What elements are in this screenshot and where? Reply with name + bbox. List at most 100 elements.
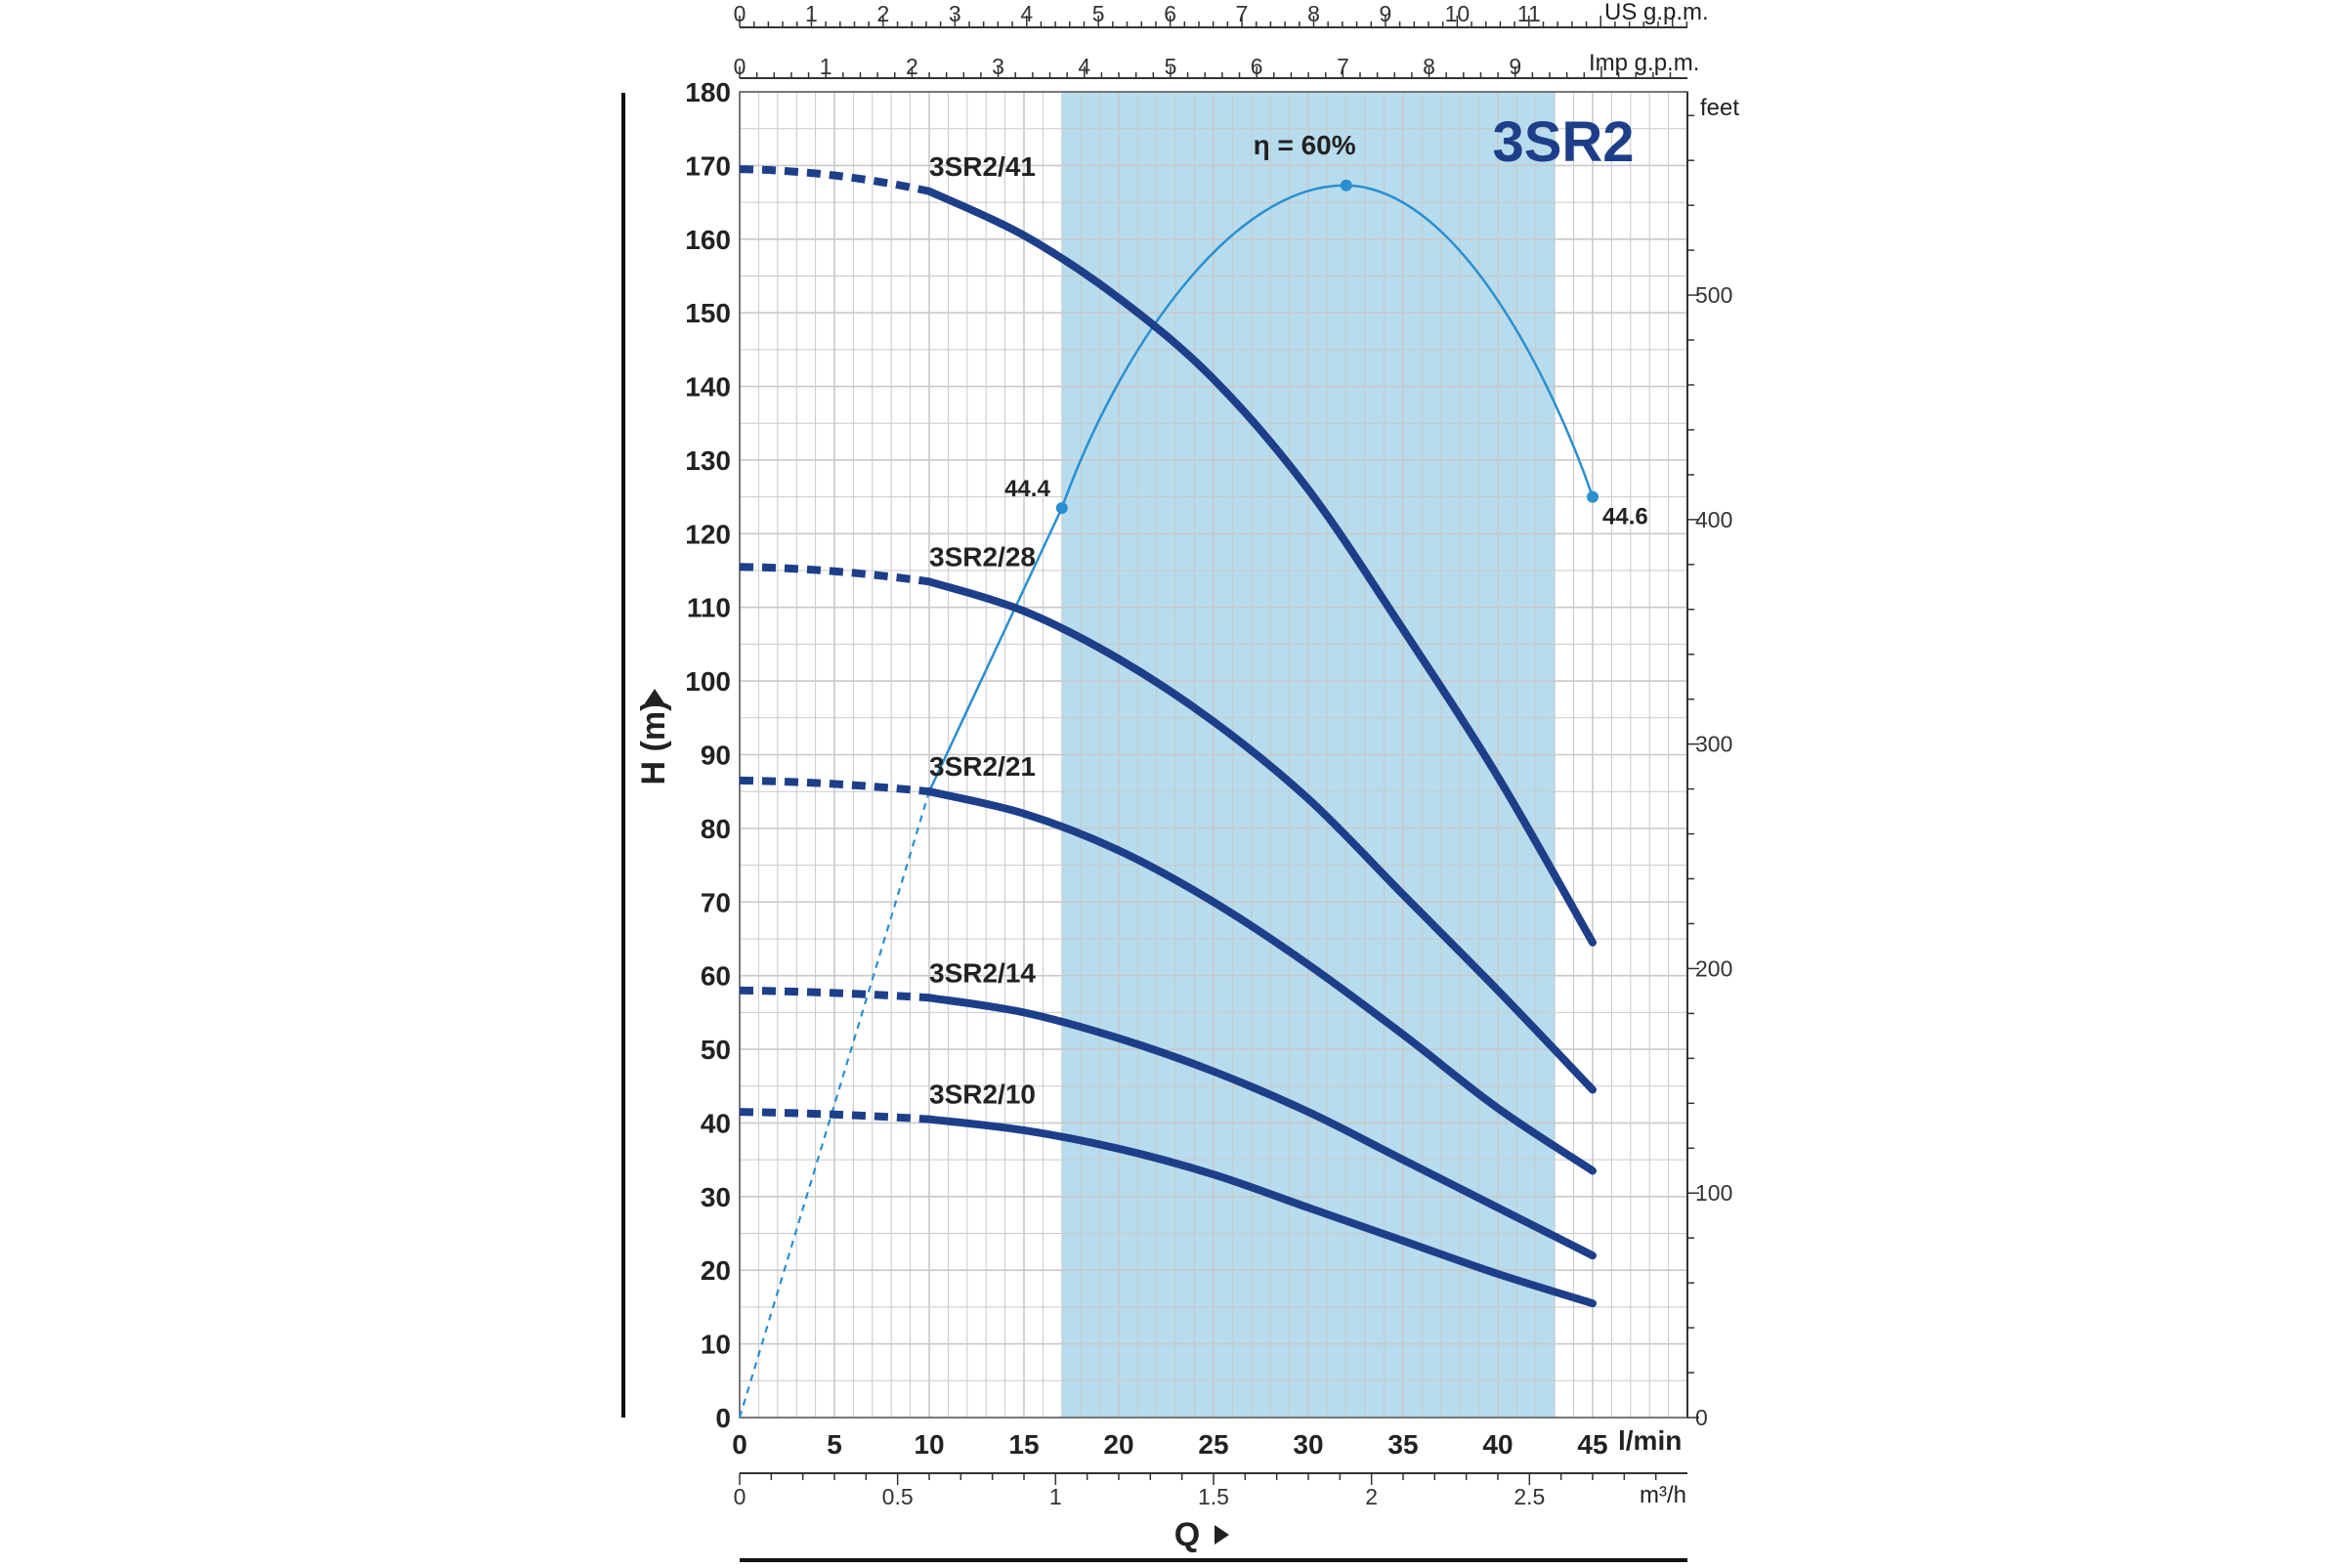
- y-tick-label: 30: [701, 1182, 731, 1212]
- imp-tick-label: 0: [734, 54, 746, 79]
- imp-tick-label: 6: [1251, 54, 1263, 79]
- series-3SR2-28: 3SR2/28: [739, 541, 1597, 1094]
- y-tick-label: 40: [701, 1108, 731, 1138]
- x-tick-label: 35: [1387, 1429, 1418, 1460]
- series-3SR2-14: 3SR2/14: [739, 957, 1597, 1260]
- m3h-tick-label: 1: [1049, 1484, 1062, 1509]
- chart-title: 3SR2: [1492, 110, 1634, 174]
- pump-curve-label: 3SR2/14: [929, 957, 1036, 988]
- us-tick-label: 10: [1445, 1, 1471, 26]
- pump-curve-dashed: [739, 563, 930, 586]
- x-axis-arrow-icon: [1215, 1525, 1229, 1545]
- x-tick-label: 45: [1577, 1429, 1607, 1460]
- y-tick-label: 90: [701, 741, 731, 771]
- imp-tick-label: 4: [1078, 54, 1090, 79]
- feet-unit-label: feet: [1700, 95, 1739, 121]
- pump-curve-dashed: [739, 165, 930, 195]
- m3h-tick-label: 0: [734, 1484, 746, 1509]
- us-tick-label: 1: [805, 1, 818, 26]
- x-tick-label: 25: [1198, 1429, 1228, 1460]
- m3h-unit-label: m³/h: [1640, 1482, 1686, 1508]
- y-tick-label: 180: [685, 77, 731, 107]
- series-3SR2-10: 3SR2/10: [739, 1080, 1597, 1308]
- y-tick-label: 70: [701, 887, 731, 917]
- pump-curve: [925, 577, 1597, 1094]
- y-tick-label: 50: [701, 1035, 731, 1065]
- imp-unit-label: Imp g.p.m.: [1589, 50, 1699, 76]
- series-3SR2-41: 3SR2/41: [739, 151, 1597, 947]
- us-tick-label: 5: [1092, 1, 1105, 26]
- x-tick-label: 30: [1293, 1429, 1323, 1460]
- y-axis-title: H (m): [635, 700, 672, 785]
- imp-tick-label: 9: [1509, 54, 1521, 79]
- y-axis-arrow-icon: [645, 689, 664, 703]
- us-tick-label: 4: [1020, 1, 1033, 26]
- y-tick-label: 170: [685, 150, 731, 181]
- us-tick-label: 9: [1380, 1, 1392, 26]
- x-tick-label: 40: [1482, 1429, 1513, 1460]
- imp-tick-label: 5: [1165, 54, 1177, 79]
- us-tick-label: 11: [1517, 1, 1541, 26]
- y-tick-label: 130: [685, 445, 731, 476]
- x-tick-label: 0: [732, 1429, 747, 1460]
- y-tick-label: 10: [701, 1330, 731, 1360]
- us-tick-label: 0: [734, 1, 746, 26]
- imp-tick-label: 7: [1337, 54, 1349, 79]
- y-tick-label: 0: [715, 1403, 731, 1433]
- y-tick-label: 80: [701, 814, 731, 844]
- pump-curve-label: 3SR2/10: [929, 1080, 1036, 1110]
- x-axis-title: Q: [1174, 1516, 1200, 1553]
- y-tick-label: 110: [687, 593, 731, 623]
- series-3SR2-21: 3SR2/21: [739, 751, 1597, 1175]
- y-tick-label: 150: [685, 298, 731, 328]
- y-tick-label: 160: [685, 225, 731, 255]
- pump-curve-label: 3SR2/21: [929, 751, 1036, 782]
- grid: [739, 91, 1688, 1419]
- efficiency-left-point: [1055, 501, 1068, 514]
- y-tick-label: 20: [701, 1255, 731, 1286]
- us-tick-label: 8: [1307, 1, 1320, 26]
- us-tick-label: 2: [876, 1, 889, 26]
- feet-tick-label: 300: [1695, 732, 1732, 757]
- pump-curve-dashed: [739, 986, 930, 1002]
- m3h-tick-label: 1.5: [1198, 1484, 1229, 1509]
- x-tick-label: 5: [827, 1429, 842, 1460]
- efficiency-peak-point: [1340, 179, 1352, 191]
- us-tick-label: 3: [949, 1, 961, 26]
- feet-tick-label: 100: [1695, 1180, 1732, 1206]
- x-unit-lmin: l/min: [1618, 1425, 1682, 1456]
- pump-curve: [925, 787, 1597, 1175]
- us-unit-label: US g.p.m.: [1604, 0, 1709, 25]
- m3h-tick-label: 2.5: [1514, 1484, 1545, 1509]
- efficiency-peak-label: η = 60%: [1254, 130, 1356, 160]
- y-tick-label: 100: [685, 666, 731, 697]
- feet-tick-label: 200: [1695, 955, 1732, 981]
- imp-tick-label: 2: [906, 54, 918, 79]
- m3h-tick-label: 2: [1365, 1484, 1378, 1509]
- feet-tick-label: 0: [1695, 1405, 1708, 1430]
- imp-tick-label: 3: [992, 54, 1004, 79]
- y-tick-label: 140: [685, 372, 731, 403]
- feet-tick-label: 400: [1695, 507, 1732, 532]
- pump-curve: [925, 1115, 1597, 1308]
- efficiency-right-point: [1587, 490, 1599, 503]
- efficiency-left-label: 44.4: [1004, 476, 1050, 502]
- efficiency-right-label: 44.6: [1602, 504, 1648, 530]
- us-tick-label: 7: [1236, 1, 1249, 26]
- x-tick-label: 10: [914, 1429, 944, 1460]
- pump-curve-label: 3SR2/28: [929, 541, 1036, 572]
- y-tick-label: 60: [701, 961, 731, 992]
- feet-tick-label: 500: [1695, 282, 1732, 308]
- us-tick-label: 6: [1164, 1, 1176, 26]
- x-tick-label: 20: [1103, 1429, 1133, 1460]
- imp-tick-label: 1: [820, 54, 832, 79]
- pump-curve-dashed: [739, 776, 930, 796]
- pump-curve: [925, 187, 1597, 947]
- imp-tick-label: 8: [1423, 54, 1435, 79]
- y-tick-label: 120: [685, 519, 731, 549]
- pump-curve: [925, 994, 1597, 1260]
- m3h-tick-label: 0.5: [882, 1484, 914, 1509]
- pump-curve-label: 3SR2/41: [929, 151, 1036, 182]
